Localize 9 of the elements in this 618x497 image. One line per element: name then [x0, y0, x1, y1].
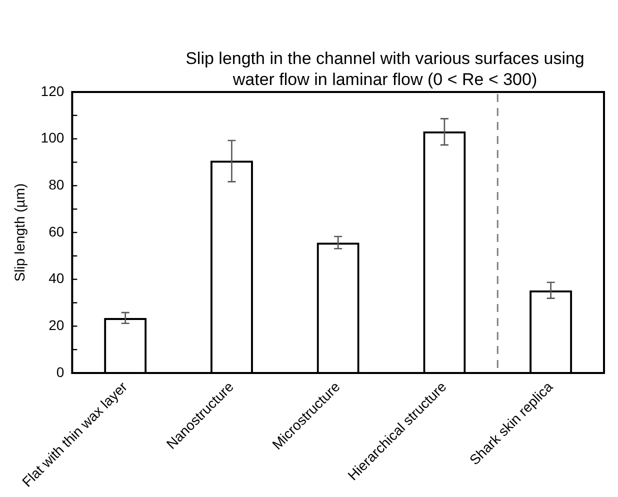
y-tick-label: 100 — [40, 130, 64, 146]
y-tick-label: 40 — [48, 270, 64, 286]
y-tick-label: 0 — [56, 364, 64, 380]
y-axis-title: Slip length (µm) — [11, 183, 28, 282]
y-tick-label: 60 — [48, 223, 64, 240]
y-tick-label: 20 — [48, 317, 64, 334]
y-tick-label: 80 — [48, 176, 64, 193]
y-tick-label: 120 — [40, 82, 64, 99]
chart-title: Slip length in the channel with various surfaces using water flow in laminar flow (0 < Re < 300) — [184, 48, 586, 90]
